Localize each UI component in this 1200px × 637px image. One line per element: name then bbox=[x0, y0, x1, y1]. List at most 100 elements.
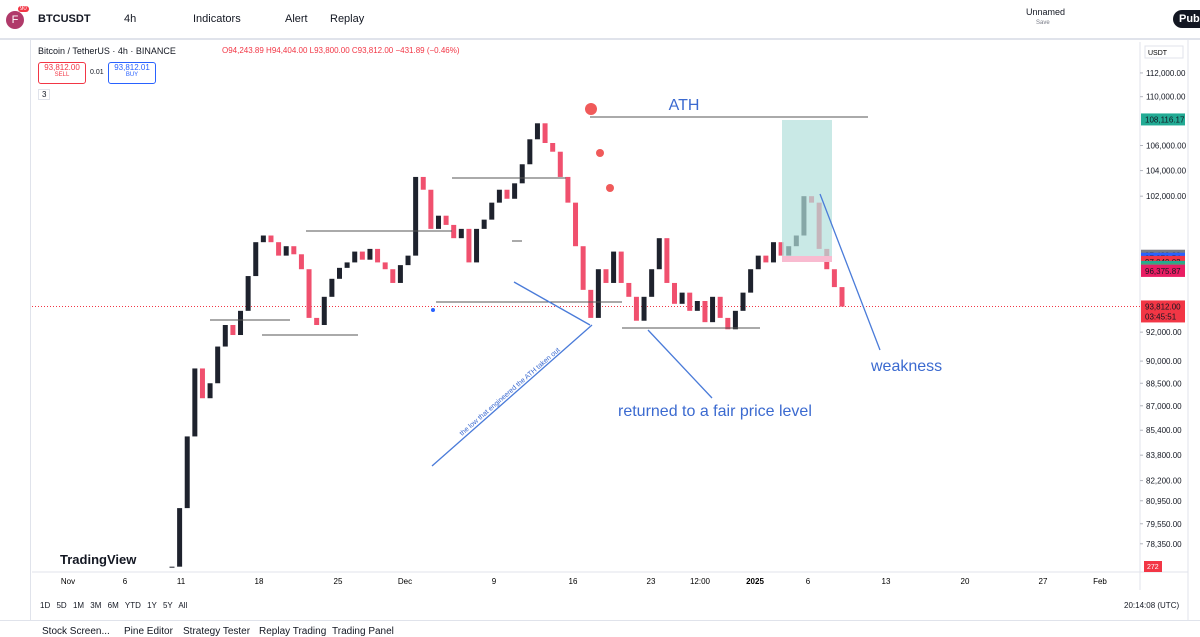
range-button[interactable]: 5D bbox=[56, 601, 67, 610]
candle-body bbox=[466, 228, 472, 263]
avatar[interactable]: F bbox=[6, 11, 24, 29]
candle-body bbox=[260, 235, 266, 243]
x-tick-label: 2025 bbox=[746, 577, 764, 586]
candle-body bbox=[405, 255, 411, 266]
candle-body bbox=[565, 176, 571, 203]
annotation-low: the low that engineered the ATH taken ou… bbox=[459, 347, 562, 438]
range-button[interactable]: 1D bbox=[40, 601, 51, 610]
range-bar: 1D 5D 1M 3M 6M YTD 1Y 5Y All bbox=[40, 601, 187, 610]
x-tick-label: 25 bbox=[334, 577, 343, 586]
range-button[interactable]: 1Y bbox=[147, 601, 157, 610]
y-tick-label: 90,000.00 bbox=[1146, 357, 1182, 366]
interval[interactable]: 4h bbox=[124, 13, 137, 25]
candle-body bbox=[283, 246, 289, 256]
candle-body bbox=[687, 292, 693, 311]
candle-body bbox=[222, 325, 228, 347]
candle-body bbox=[595, 269, 601, 318]
candle-body bbox=[367, 248, 373, 260]
candle-body bbox=[748, 269, 754, 293]
buy-label: BUY bbox=[125, 72, 139, 78]
candle-body bbox=[573, 202, 579, 247]
legend-ohlc: O94,243.89 H94,404.00 L93,800.00 C93,812… bbox=[222, 46, 460, 55]
drawn-levels bbox=[210, 116, 868, 336]
y-tick-label: 79,550.00 bbox=[1146, 520, 1182, 529]
candle-body bbox=[390, 269, 396, 283]
bottom-tab[interactable]: Replay Trading bbox=[259, 626, 327, 637]
y-tick-label: 106,000.00 bbox=[1146, 141, 1187, 150]
y-tick-label: 82,200.00 bbox=[1146, 477, 1182, 486]
candle-body bbox=[732, 310, 738, 330]
candle-body bbox=[603, 269, 609, 283]
left-toolbar bbox=[0, 40, 31, 620]
alert[interactable]: Alert bbox=[285, 13, 308, 25]
range-button[interactable]: 6M bbox=[107, 601, 119, 610]
layout-name[interactable]: Unnamed bbox=[1026, 7, 1066, 17]
sell-button[interactable]: 93,812.00 SELL bbox=[38, 62, 86, 84]
price-label-box bbox=[1141, 264, 1185, 277]
bottom-tab[interactable]: Stock Screen... bbox=[42, 626, 110, 637]
candle-body bbox=[184, 436, 190, 509]
ath-marker bbox=[585, 103, 597, 115]
volume-label-box bbox=[1144, 561, 1162, 572]
collapsed-count[interactable]: 3 bbox=[38, 89, 51, 100]
legend-title: Bitcoin / TetherUS · 4h · BINANCE bbox=[38, 46, 176, 56]
candle-body bbox=[253, 242, 259, 277]
x-tick-label: Nov bbox=[61, 577, 75, 586]
range-button[interactable]: 3M bbox=[90, 601, 102, 610]
y-tick-label: 92,000.00 bbox=[1146, 328, 1182, 337]
symbol[interactable]: BTCUSDT bbox=[38, 13, 91, 25]
bottom-tab[interactable]: Strategy Tester bbox=[183, 626, 251, 637]
candle-body bbox=[306, 269, 312, 318]
range-button[interactable]: 5Y bbox=[162, 601, 173, 610]
indicators[interactable]: Indicators bbox=[193, 13, 241, 25]
candle-body bbox=[755, 255, 761, 270]
candle-body bbox=[626, 282, 632, 297]
candle-body bbox=[177, 508, 183, 567]
bottom-tab[interactable]: Pine Editor bbox=[124, 626, 173, 637]
x-tick-label: 12:00 bbox=[690, 577, 711, 586]
candle-body bbox=[770, 242, 776, 263]
x-tick-label: 13 bbox=[882, 577, 891, 586]
candle-body bbox=[276, 242, 282, 256]
candle-body bbox=[458, 228, 464, 239]
candle-body bbox=[352, 251, 358, 263]
range-button[interactable]: YTD bbox=[124, 601, 141, 610]
candle-body bbox=[435, 215, 441, 229]
candle-body bbox=[321, 296, 327, 326]
candle-body bbox=[839, 287, 845, 307]
publish[interactable]: Publish bbox=[1173, 10, 1200, 28]
range-button[interactable]: 1M bbox=[72, 601, 85, 610]
y-tick-label: 87,000.00 bbox=[1146, 402, 1182, 411]
x-tick-label: 9 bbox=[492, 577, 497, 586]
bottom-tab[interactable]: Trading Panel bbox=[332, 626, 394, 637]
replay[interactable]: Replay bbox=[330, 13, 365, 25]
candle-body bbox=[618, 251, 624, 283]
candle-body bbox=[512, 183, 518, 199]
marker bbox=[431, 308, 435, 312]
price-label-box bbox=[1141, 113, 1185, 126]
annotation-fair-price: returned to a fair price level bbox=[618, 403, 812, 420]
candle-body bbox=[763, 255, 769, 263]
candle-body bbox=[451, 224, 457, 239]
annotation-ath: ATH bbox=[669, 97, 700, 114]
countdown: 03:45:51 bbox=[1145, 312, 1177, 321]
divider bbox=[0, 620, 1200, 621]
candle-body bbox=[329, 278, 335, 297]
marker bbox=[606, 184, 614, 192]
candle-body bbox=[656, 238, 662, 270]
arrows bbox=[431, 193, 881, 467]
range-button[interactable]: All bbox=[178, 601, 188, 610]
candle-body bbox=[664, 238, 670, 283]
candle-body bbox=[199, 368, 205, 399]
candle-body bbox=[382, 262, 388, 270]
candle-body bbox=[268, 235, 274, 243]
spread: 0.01 bbox=[90, 69, 104, 76]
target-box bbox=[782, 120, 832, 258]
x-tick-label: 6 bbox=[123, 577, 128, 586]
candle-body bbox=[489, 202, 495, 220]
buy-button[interactable]: 93,812.01 BUY bbox=[108, 62, 156, 84]
candle-body bbox=[375, 248, 381, 263]
sell-price: 93,812.00 bbox=[44, 63, 80, 72]
